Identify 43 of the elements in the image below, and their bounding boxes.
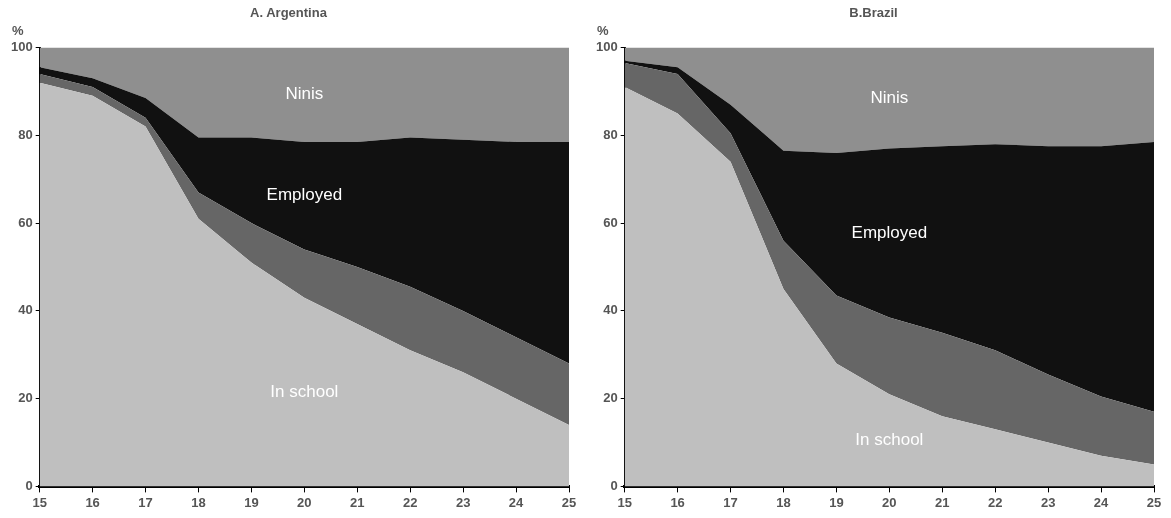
x-tick-label: 23: [1040, 494, 1056, 510]
x-tick-label: 25: [561, 494, 577, 510]
x-tick-label: 21: [935, 494, 950, 510]
y-tick-label: 80: [18, 126, 33, 142]
x-tick-label: 20: [297, 494, 312, 510]
series-label: Employed: [851, 222, 928, 242]
x-tick-label: 24: [1093, 494, 1110, 510]
x-tick-label: 16: [670, 494, 685, 510]
y-tick-label: 100: [10, 39, 33, 55]
y-tick-label: 0: [610, 477, 618, 493]
y-tick-label: 60: [603, 214, 618, 230]
chart-title: B.Brazil: [849, 5, 898, 21]
series-label: Ninis: [870, 87, 909, 107]
x-tick-label: 16: [85, 494, 100, 510]
x-tick-label: 18: [191, 494, 206, 510]
x-tick-label: 19: [244, 494, 259, 510]
y-tick-label: 40: [18, 302, 33, 318]
chart-title: A. Argentina: [250, 5, 328, 21]
y-axis-title: %: [596, 22, 609, 38]
x-tick-label: 22: [987, 494, 1003, 510]
y-tick-label: 20: [603, 390, 618, 406]
y-tick-label: 20: [18, 390, 33, 406]
y-tick-label: 60: [18, 214, 33, 230]
x-tick-label: 18: [776, 494, 791, 510]
y-axis-title: %: [11, 22, 24, 38]
series-label: Employed: [266, 185, 343, 205]
series-label: In school: [270, 381, 339, 401]
x-tick-label: 17: [723, 494, 738, 510]
x-tick-label: 20: [882, 494, 897, 510]
x-tick-label: 17: [138, 494, 153, 510]
x-tick-label: 23: [455, 494, 471, 510]
x-tick-label: 22: [402, 494, 418, 510]
y-tick-label: 80: [603, 126, 618, 142]
y-tick-label: 0: [25, 477, 33, 493]
x-tick-label: 24: [508, 494, 525, 510]
x-tick-label: 15: [32, 494, 47, 510]
x-tick-label: 25: [1146, 494, 1162, 510]
x-tick-label: 15: [617, 494, 632, 510]
y-tick-label: 100: [595, 39, 618, 55]
y-tick-label: 40: [603, 302, 618, 318]
x-tick-label: 21: [350, 494, 365, 510]
series-label: In school: [855, 430, 924, 450]
x-tick-label: 19: [829, 494, 844, 510]
